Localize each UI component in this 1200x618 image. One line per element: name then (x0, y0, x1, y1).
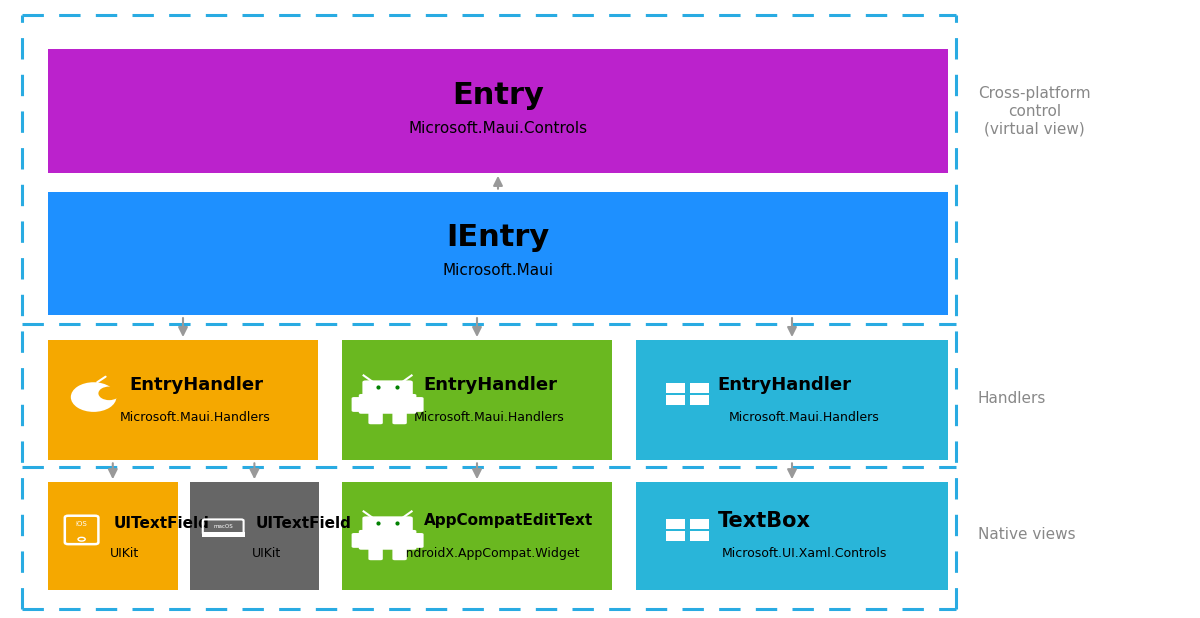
FancyBboxPatch shape (362, 380, 413, 398)
Text: IEntry: IEntry (446, 224, 550, 252)
FancyBboxPatch shape (412, 533, 424, 548)
FancyBboxPatch shape (368, 546, 383, 560)
Text: Microsoft.UI.Xaml.Controls: Microsoft.UI.Xaml.Controls (721, 547, 887, 560)
Bar (690, 519, 709, 528)
FancyBboxPatch shape (362, 517, 413, 533)
Ellipse shape (98, 387, 120, 400)
Text: Microsoft.Maui.Handlers: Microsoft.Maui.Handlers (728, 411, 880, 424)
FancyBboxPatch shape (359, 394, 416, 414)
Bar (342, 482, 612, 590)
Bar (666, 383, 685, 393)
FancyBboxPatch shape (352, 397, 364, 412)
Text: Microsoft.Maui.Controls: Microsoft.Maui.Controls (408, 121, 588, 136)
Bar (690, 383, 709, 393)
Text: UIKit: UIKit (110, 547, 139, 560)
Text: Cross-platform
control
(virtual view): Cross-platform control (virtual view) (978, 87, 1091, 136)
Text: iOS: iOS (76, 521, 88, 527)
Text: UIKit: UIKit (252, 547, 281, 560)
Bar (48, 340, 318, 460)
Text: Native views: Native views (978, 527, 1075, 542)
Text: macOS: macOS (214, 524, 233, 530)
Text: Microsoft.Maui.Handlers: Microsoft.Maui.Handlers (120, 411, 270, 424)
Text: Entry: Entry (452, 82, 544, 110)
Text: Microsoft.Maui: Microsoft.Maui (443, 263, 553, 278)
Bar (690, 396, 709, 405)
Ellipse shape (71, 382, 116, 412)
Bar (48, 49, 948, 173)
Bar (666, 519, 685, 528)
Bar (690, 531, 709, 541)
Bar (666, 396, 685, 405)
Text: AndroidX.AppCompat.Widget: AndroidX.AppCompat.Widget (397, 547, 581, 560)
Text: EntryHandler: EntryHandler (424, 376, 558, 394)
Text: EntryHandler: EntryHandler (130, 376, 264, 394)
Text: Handlers: Handlers (978, 391, 1046, 406)
FancyBboxPatch shape (392, 546, 407, 560)
Text: AppCompatEditText: AppCompatEditText (424, 513, 593, 528)
FancyBboxPatch shape (359, 530, 416, 550)
FancyBboxPatch shape (392, 409, 407, 424)
Text: EntryHandler: EntryHandler (718, 376, 852, 394)
Bar (666, 531, 685, 541)
FancyBboxPatch shape (412, 397, 424, 412)
Text: TextBox: TextBox (718, 510, 811, 531)
Bar (190, 482, 319, 590)
Bar (48, 482, 178, 590)
FancyBboxPatch shape (368, 409, 383, 424)
Text: UITextField: UITextField (256, 516, 352, 531)
Bar (342, 340, 612, 460)
Bar (636, 340, 948, 460)
Bar (202, 532, 245, 536)
Bar (636, 482, 948, 590)
Bar (48, 192, 948, 315)
Text: Microsoft.Maui.Handlers: Microsoft.Maui.Handlers (414, 411, 564, 424)
FancyBboxPatch shape (352, 533, 364, 548)
Text: UITextField: UITextField (114, 516, 210, 531)
